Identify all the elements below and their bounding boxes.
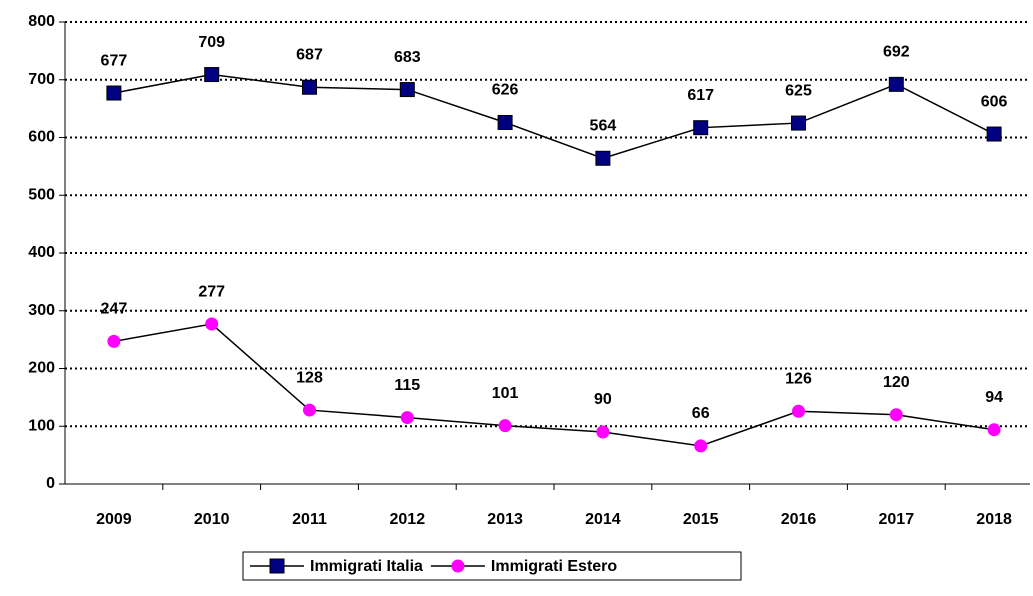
legend-label: Immigrati Estero (491, 558, 617, 575)
legend: Immigrati Italia Immigrati Estero (242, 551, 742, 581)
series-line (113, 323, 995, 447)
marker (498, 419, 512, 433)
marker (596, 425, 610, 439)
marker (107, 334, 121, 348)
x-tick-label: 2012 (390, 511, 426, 528)
marker (399, 82, 415, 98)
data-label: 687 (296, 46, 323, 63)
marker (792, 404, 805, 418)
data-label: 115 (394, 377, 420, 394)
marker (889, 408, 903, 422)
data-label: 606 (981, 93, 1008, 110)
y-tick-label: 500 (28, 186, 55, 203)
y-tick-label: 700 (28, 71, 55, 88)
marker (303, 403, 316, 417)
marker (204, 67, 220, 83)
x-tick-label: 2011 (292, 511, 327, 528)
marker (987, 423, 1001, 437)
x-tick-label: 2013 (487, 511, 523, 528)
x-tick-label: 2017 (879, 511, 915, 528)
data-label: 683 (394, 49, 421, 66)
marker (986, 126, 1002, 142)
series-line (113, 73, 995, 160)
y-tick-label: 0 (46, 475, 55, 492)
data-label: 677 (101, 52, 128, 69)
marker (302, 79, 317, 95)
x-tick-label: 2014 (585, 511, 621, 528)
data-label: 564 (590, 118, 617, 135)
data-label: 692 (883, 44, 910, 61)
y-tick-label: 200 (28, 360, 55, 377)
marker (888, 76, 904, 92)
y-tick-label: 400 (28, 244, 55, 261)
data-label: 626 (492, 82, 519, 99)
marker (106, 85, 122, 101)
data-label: 617 (687, 87, 714, 104)
data-label: 120 (883, 374, 910, 391)
marker (269, 558, 285, 574)
marker (497, 114, 513, 130)
marker (694, 439, 708, 453)
x-tick-label: 2015 (683, 511, 719, 528)
data-label: 128 (296, 369, 323, 386)
y-tick-label: 600 (28, 129, 55, 146)
data-label: 709 (198, 34, 225, 51)
data-label: 277 (198, 283, 225, 300)
x-tick-label: 2018 (976, 511, 1012, 528)
legend-label: Immigrati Italia (310, 558, 423, 575)
x-tick-label: 2010 (194, 511, 230, 528)
data-label: 101 (492, 385, 519, 402)
x-tick-label: 2009 (96, 511, 132, 528)
data-label: 247 (101, 301, 128, 318)
marker (791, 115, 806, 131)
data-label: 66 (692, 405, 710, 422)
y-tick-label: 100 (28, 417, 55, 434)
data-label: 90 (594, 391, 612, 408)
data-label: 625 (785, 82, 812, 99)
y-tick-label: 800 (28, 13, 55, 30)
marker (595, 150, 611, 166)
marker (451, 559, 465, 573)
marker (693, 120, 709, 136)
marker (400, 411, 414, 425)
marker (205, 317, 219, 331)
data-label: 94 (985, 389, 1003, 406)
legend-box (242, 551, 742, 581)
data-label: 126 (785, 370, 812, 387)
x-tick-label: 2016 (781, 511, 817, 528)
y-tick-label: 300 (28, 302, 55, 319)
